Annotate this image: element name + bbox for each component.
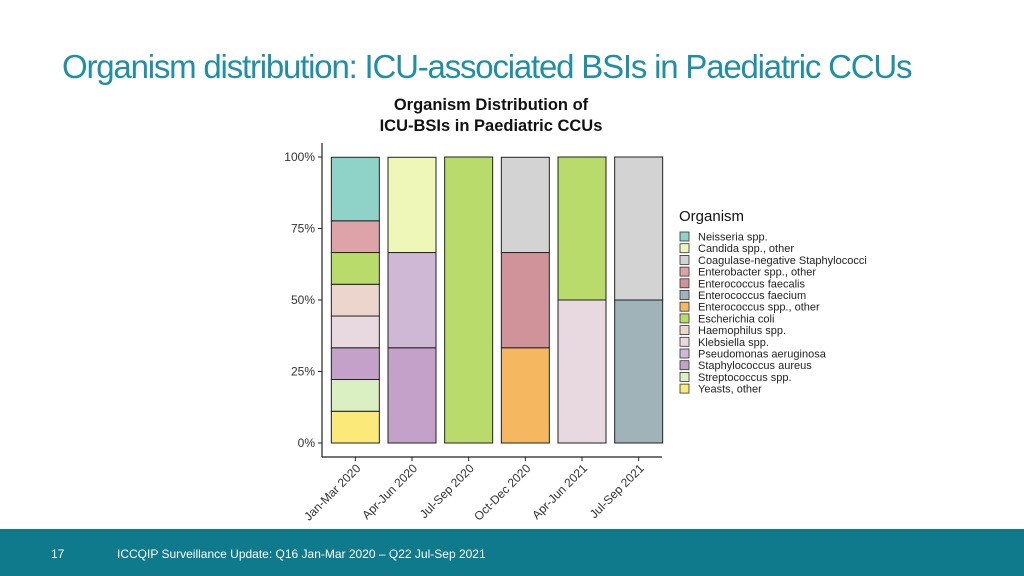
legend-label: Escherichia coli [698, 313, 774, 325]
bar-segment [330, 315, 380, 349]
footer-bar: 17 ICCQIP Surveillance Update: Q16 Jan-M… [0, 529, 1024, 576]
y-tick-label: 0% [298, 436, 316, 450]
legend-swatch [679, 383, 690, 394]
stacked-bar-chart: Organism Distribution of ICU-BSIs in Paed… [284, 96, 867, 523]
x-tick-label: Oct-Dec 2020 [471, 461, 533, 523]
legend-title: Organism [679, 208, 744, 225]
bar-segment [330, 156, 380, 222]
legend-swatch [679, 254, 690, 265]
bar-segment [330, 252, 380, 285]
slide-title: Organism distribution: ICU-associated BS… [62, 48, 913, 85]
legend-label: Enterococcus faecium [698, 290, 806, 302]
bar-segment [387, 252, 437, 349]
bar-segment [330, 220, 380, 254]
bar-segment [500, 252, 550, 349]
legend-swatch [679, 301, 690, 312]
bar-segment [330, 410, 380, 444]
bar-segment [387, 347, 437, 444]
legend-swatch [679, 360, 690, 371]
legend-label: Haemophilus spp. [698, 325, 786, 337]
y-tick-label: 100% [284, 150, 315, 164]
legend-label: Neisseria spp. [698, 232, 768, 244]
bar-segment [330, 347, 380, 381]
legend-label: Enterococcus spp., other [698, 302, 820, 314]
x-tick-label: Jan-Mar 2020 [301, 461, 363, 523]
page-number: 17 [51, 547, 65, 561]
x-tick-label: Apr-Jun 2021 [529, 461, 590, 522]
legend-swatch [679, 243, 690, 254]
legend-label: Streptococcus spp. [698, 372, 792, 384]
legend-label: Enterobacter spp., other [698, 267, 816, 279]
chart-title-line: ICU-BSIs in Paediatric CCUs [380, 117, 603, 135]
legend-label: Coagulase-negative Staphylococci [698, 255, 867, 267]
x-tick-label: Jul-Sep 2020 [417, 461, 477, 521]
legend-swatch [679, 290, 690, 300]
bar-segment [614, 299, 664, 444]
bar-segment [500, 347, 550, 444]
bar-segment [387, 156, 437, 254]
legend-swatch [679, 325, 690, 336]
bar-segment [500, 156, 550, 254]
bar-segment [614, 156, 664, 301]
x-tick-label: Jul-Sep 2021 [587, 461, 647, 521]
bar-segment [330, 283, 380, 317]
x-tick-label: Apr-Jun 2020 [359, 461, 420, 522]
legend-swatch [679, 336, 690, 347]
legend-swatch [679, 313, 690, 324]
y-tick-label: 25% [291, 365, 315, 379]
y-tick-label: 75% [291, 222, 315, 236]
legend-label: Candida spp., other [698, 243, 794, 255]
footer-text: ICCQIP Surveillance Update: Q16 Jan-Mar … [117, 547, 486, 561]
bar-segment [557, 299, 607, 444]
chart-title-line: Organism Distribution of [394, 96, 589, 114]
legend-swatch [679, 348, 690, 359]
legend-label: Pseudomonas aeruginosa [698, 349, 827, 361]
y-tick-label: 50% [291, 293, 315, 307]
legend-label: Klebsiella spp. [698, 337, 769, 349]
legend-label: Staphylococcus aureus [698, 360, 812, 372]
legend-label: Yeasts, other [698, 384, 762, 396]
bar-segment [444, 156, 494, 444]
legend-swatch [679, 278, 690, 289]
legend-swatch [679, 231, 690, 242]
bar-segment [557, 156, 607, 301]
legend-swatch [679, 371, 690, 382]
legend-label: Enterococcus faecalis [698, 278, 805, 290]
legend-swatch [679, 266, 690, 277]
bar-segment [330, 379, 380, 412]
